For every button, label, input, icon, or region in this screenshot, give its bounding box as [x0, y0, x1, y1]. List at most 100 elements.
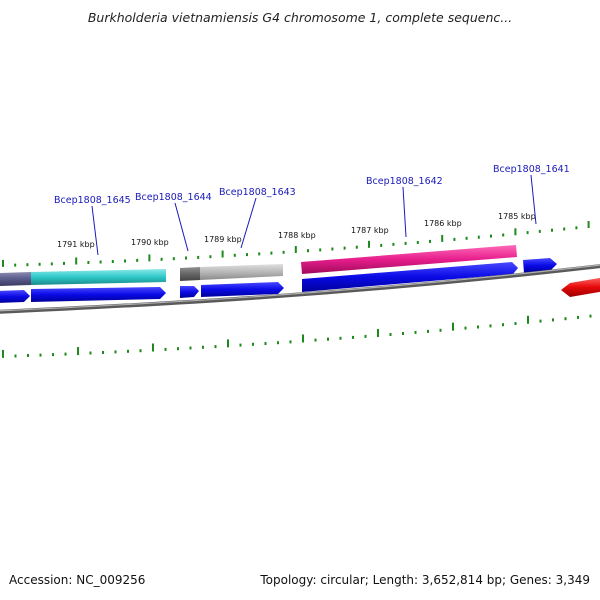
- cds-arrow[interactable]: [0, 290, 30, 303]
- ruler-tick-major: [441, 234, 444, 242]
- ruler-tick-minor: [26, 263, 29, 267]
- genome-backbone: [0, 264, 600, 314]
- ruler-tick-minor: [439, 328, 442, 332]
- gene-label-bcep1808-1645[interactable]: Bcep1808_1645: [54, 195, 131, 206]
- ruler-ticks-inner: [2, 314, 592, 358]
- ruler-tick-major: [148, 254, 151, 262]
- ruler-tick-minor: [502, 323, 504, 327]
- gene-track: [0, 245, 517, 286]
- ruler-tick-minor: [239, 343, 242, 347]
- gene-leader-line: [240, 197, 257, 249]
- ruler-ticks-outer: [2, 221, 590, 267]
- kbp-label: 1785 kbp: [498, 212, 536, 221]
- sequence-summary: Topology: circular; Length: 3,652,814 bp…: [260, 573, 590, 587]
- ruler-tick-minor: [197, 255, 200, 259]
- ruler-tick-minor: [177, 347, 179, 351]
- cds-arrow[interactable]: [180, 286, 199, 298]
- gene-feature-bcep1808-1644[interactable]: [180, 267, 200, 281]
- ruler-tick-minor: [252, 342, 254, 346]
- ruler-tick-major: [527, 315, 529, 324]
- ruler-tick-minor: [136, 258, 139, 262]
- ruler-tick-minor: [538, 229, 541, 233]
- ruler-tick-minor: [526, 231, 529, 235]
- gene-label-bcep1808-1641[interactable]: Bcep1808_1641: [493, 164, 570, 175]
- ruler-tick-minor: [258, 252, 261, 256]
- ruler-tick-major: [368, 240, 370, 248]
- ruler-tick-minor: [14, 263, 17, 267]
- ruler-tick-minor: [464, 326, 467, 330]
- ruler-tick-minor: [380, 243, 383, 247]
- gene-label-bcep1808-1642[interactable]: Bcep1808_1642: [366, 176, 443, 187]
- ruler-tick-minor: [102, 351, 104, 354]
- gene-feature-bcep1808-1645[interactable]: [31, 269, 166, 285]
- ruler-tick-minor: [414, 330, 417, 334]
- ruler-tick-minor: [429, 239, 431, 243]
- ruler-tick-minor: [64, 352, 67, 356]
- ruler-tick-minor: [364, 334, 367, 338]
- ruler-tick-minor: [314, 338, 317, 342]
- cds-arrow[interactable]: [201, 282, 284, 297]
- ruler-tick-minor: [185, 256, 187, 260]
- ruler-tick-minor: [331, 247, 334, 251]
- ruler-tick-major: [452, 322, 454, 331]
- ruler-tick-minor: [139, 349, 142, 353]
- ruler-tick-major: [294, 246, 297, 253]
- ruler-tick-minor: [202, 345, 204, 349]
- ruler-tick-minor: [502, 233, 505, 237]
- ruler-tick-minor: [38, 262, 41, 266]
- ruler-tick-minor: [427, 329, 429, 333]
- cds-arrow[interactable]: [31, 287, 166, 302]
- gene-leader-line: [530, 174, 537, 225]
- ruler-tick-minor: [39, 353, 42, 357]
- ruler-tick-minor: [282, 250, 285, 254]
- ruler-tick-minor: [289, 340, 292, 344]
- gene-feature-bcep1808-1643[interactable]: [200, 264, 283, 280]
- ruler-tick-minor: [477, 235, 480, 239]
- ruler-tick-minor: [111, 260, 114, 263]
- ruler-tick-minor: [27, 354, 29, 357]
- ruler-tick-minor: [465, 236, 468, 240]
- ruler-tick-minor: [489, 324, 492, 328]
- ruler-tick-major: [2, 349, 4, 358]
- kbp-label: 1790 kbp: [131, 238, 169, 247]
- ruler-tick-major: [221, 250, 224, 258]
- ruler-tick-minor: [352, 335, 354, 339]
- gene-feature-reverse[interactable]: [561, 277, 600, 297]
- ruler-tick-minor: [416, 241, 419, 244]
- ruler-tick-major: [377, 329, 379, 337]
- ruler-tick-major: [2, 259, 4, 267]
- ruler-tick-minor: [453, 237, 456, 241]
- ruler-tick-minor: [392, 242, 395, 246]
- ruler-tick-major: [227, 339, 229, 348]
- accession-label: Accession: NC_009256: [9, 573, 146, 587]
- ruler-tick-minor: [564, 317, 567, 321]
- cds-arrow[interactable]: [523, 258, 557, 273]
- cds-track: [0, 258, 557, 303]
- gene-label-bcep1808-1644[interactable]: Bcep1808_1644: [135, 192, 212, 203]
- ruler-tick-minor: [490, 234, 492, 238]
- ruler-tick-minor: [160, 257, 163, 261]
- ruler-tick-minor: [389, 333, 392, 336]
- ruler-tick-minor: [402, 332, 404, 335]
- gene-leader-line: [402, 186, 407, 238]
- ruler-tick-minor: [319, 248, 322, 252]
- gene-leader-line: [174, 202, 189, 252]
- ruler-tick-minor: [577, 315, 579, 319]
- ruler-tick-minor: [307, 249, 309, 253]
- map-title: Burkholderia vietnamiensis G4 chromosome…: [87, 10, 513, 25]
- ruler-tick-minor: [277, 341, 279, 345]
- ruler-tick-minor: [552, 318, 554, 322]
- ruler-tick-minor: [264, 342, 267, 345]
- ruler-tick-minor: [87, 261, 90, 264]
- ruler-tick-minor: [575, 226, 578, 230]
- cds-arrow[interactable]: [302, 262, 518, 292]
- ruler-tick-minor: [63, 261, 65, 265]
- kbp-label: 1791 kbp: [57, 240, 95, 249]
- gene-feature-bcep1808-1642[interactable]: [301, 245, 517, 274]
- ruler-tick-minor: [164, 347, 167, 351]
- gene-feature-dark[interactable]: [0, 272, 31, 286]
- gene-leader-line: [91, 205, 99, 256]
- kbp-label: 1786 kbp: [424, 219, 462, 228]
- gene-label-bcep1808-1643[interactable]: Bcep1808_1643: [219, 187, 296, 198]
